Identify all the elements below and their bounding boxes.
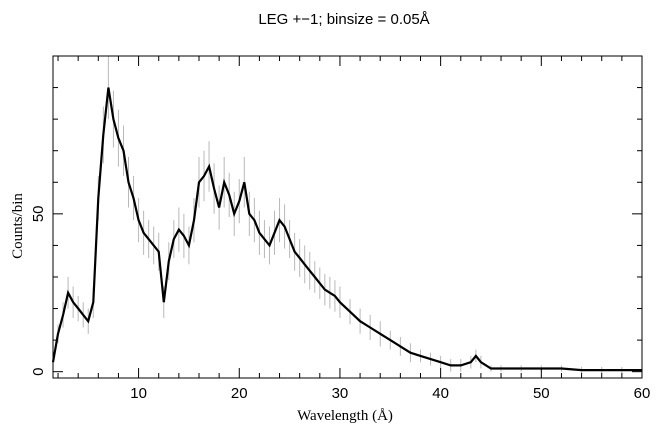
x-tick-label: 10 bbox=[130, 385, 147, 402]
x-tick-label: 50 bbox=[533, 385, 550, 402]
y-axis-label: Counts/bin bbox=[10, 193, 26, 259]
spectrum-line bbox=[51, 87, 642, 372]
x-tick-label: 40 bbox=[432, 385, 449, 402]
chart-title: LEG +−1; binsize = 0.05Å bbox=[258, 11, 429, 28]
error-bars bbox=[52, 56, 643, 374]
x-axis-label: Wavelength (Å) bbox=[297, 408, 393, 424]
x-tick-label: 60 bbox=[634, 385, 651, 402]
y-tick-label: 0 bbox=[30, 368, 47, 376]
plot-frame bbox=[52, 55, 643, 379]
x-tick-label: 20 bbox=[231, 385, 248, 402]
axis-ticks bbox=[53, 56, 643, 378]
x-tick-label: 30 bbox=[332, 385, 349, 402]
tick-labels: 10 20 30 40 50 60 0 50 bbox=[30, 205, 650, 402]
y-tick-label: 50 bbox=[30, 205, 47, 222]
